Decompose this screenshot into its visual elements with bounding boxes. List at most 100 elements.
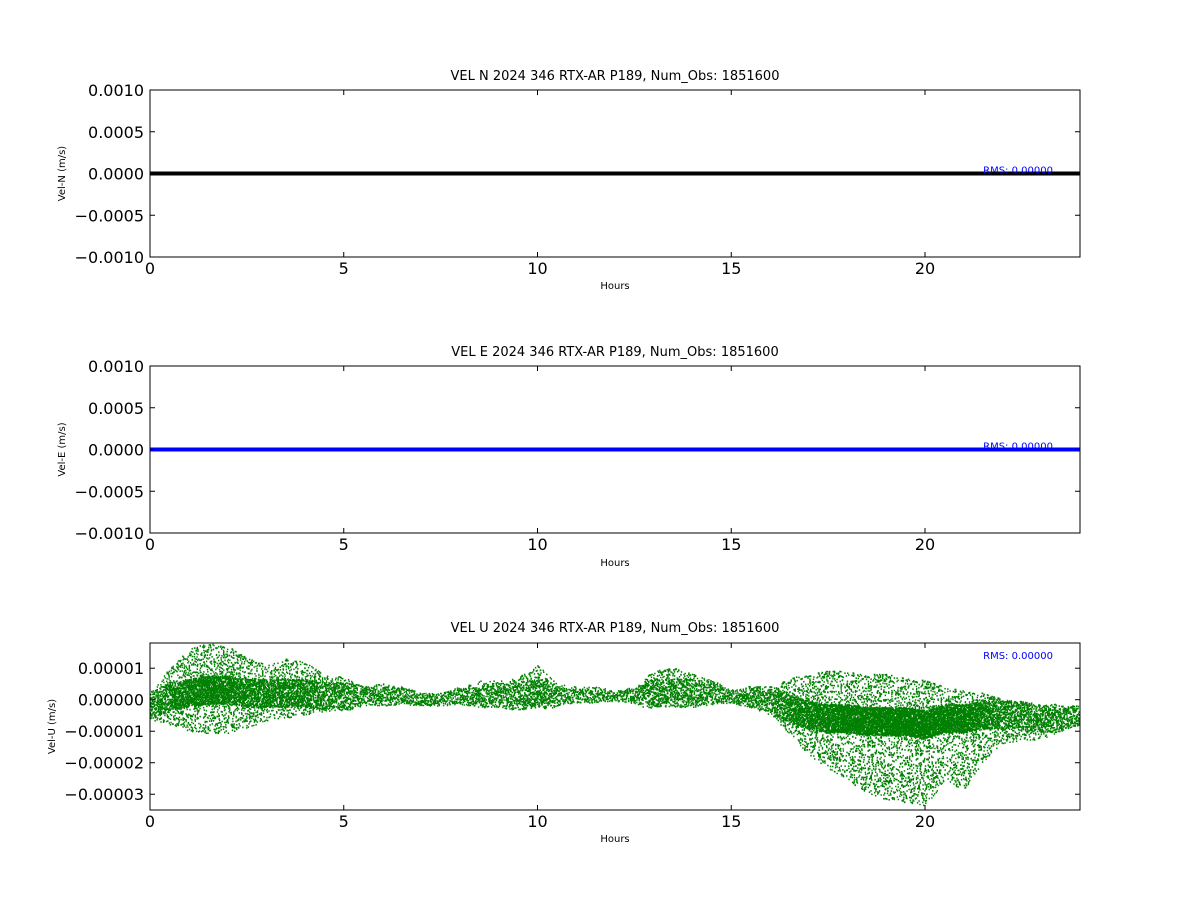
scatter-point-column	[951, 690, 954, 780]
scatter-point-column	[705, 679, 709, 707]
scatter-point-column	[674, 668, 678, 708]
scatter-point-column	[517, 679, 520, 711]
y-tick-label: 0.00000	[78, 691, 144, 710]
scatter-point-column	[656, 670, 659, 708]
scatter-point-column	[158, 687, 161, 721]
scatter-point-column	[997, 697, 1000, 745]
scatter-point-column	[616, 692, 619, 701]
scatter-point-column	[626, 688, 629, 697]
scatter-point-column	[603, 688, 606, 701]
scatter-point-column	[932, 682, 935, 797]
scatter-point-column	[456, 687, 459, 704]
scatter-point-column	[1020, 701, 1023, 738]
scatter-point-column	[800, 677, 804, 742]
scatter-point-column	[745, 687, 748, 703]
x-tick-label: 5	[339, 812, 349, 831]
scatter-point-column	[357, 684, 360, 707]
scatter-point-column	[464, 687, 467, 703]
scatter-point-column	[589, 690, 592, 704]
scatter-point-column	[583, 686, 586, 703]
scatter-point-column	[789, 682, 792, 733]
scatter-point-column	[566, 692, 570, 704]
x-tick-label: 0	[145, 259, 155, 278]
scatter-point-column	[759, 686, 762, 711]
scatter-point-column	[869, 678, 873, 792]
scatter-point-column	[574, 686, 577, 700]
scatter-point-column	[426, 694, 429, 706]
scatter-point-column	[1023, 703, 1026, 740]
scatter-point-column	[509, 681, 512, 707]
scatter-point-column	[950, 698, 953, 781]
x-axis-ticks: 0 5 10 15 20	[145, 643, 935, 831]
panel-vel-n: VEL N 2024 346 RTX-AR P189, Num_Obs: 185…	[57, 69, 1081, 292]
scatter-point-column	[907, 678, 910, 791]
scatter-point-column	[293, 660, 297, 709]
scatter-point-column	[741, 691, 744, 704]
scatter-point-column	[436, 693, 440, 707]
scatter-point-column	[968, 691, 971, 782]
scatter-point-column	[647, 675, 650, 709]
scatter-point-column	[830, 675, 834, 771]
scatter-point-column	[764, 686, 767, 712]
scatter-point-column	[1001, 700, 1004, 744]
scatter-point-column	[431, 692, 434, 705]
scatter-point-column	[271, 664, 275, 712]
scatter-point-column	[413, 690, 416, 706]
scatter-point-column	[295, 660, 298, 716]
scatter-point-column	[579, 688, 583, 704]
scatter-point-column	[394, 687, 397, 706]
scatter-point-column	[540, 678, 544, 706]
scatter-point-column	[270, 670, 273, 712]
scatter-point-column	[366, 686, 369, 703]
y-axis-label: Vel-E (m/s)	[57, 422, 68, 476]
scatter-point-column	[473, 687, 476, 707]
scatter-point-column	[331, 678, 334, 709]
scatter-point-column	[824, 672, 827, 764]
scatter-point-column	[607, 691, 610, 703]
scatter-point-column	[783, 681, 787, 729]
scatter-point-column	[483, 683, 486, 709]
scatter-point-column	[1030, 702, 1034, 734]
scatter-point-column	[761, 688, 764, 710]
scatter-point-column	[226, 648, 229, 723]
y-tick-label: 0.00001	[78, 659, 144, 678]
scatter-point-column	[435, 693, 438, 705]
scatter-point-column	[578, 688, 581, 704]
scatter-point-column	[505, 683, 508, 710]
scatter-point-column	[522, 677, 525, 711]
scatter-point-column	[694, 674, 697, 708]
scatter-point-column	[332, 683, 336, 709]
scatter-point-column	[586, 687, 589, 703]
scatter-point-column	[678, 676, 681, 708]
panel-title: VEL E 2024 346 RTX-AR P189, Num_Obs: 185…	[451, 345, 778, 360]
scatter-point-column	[621, 690, 624, 703]
scatter-point-column	[624, 690, 627, 703]
scatter-point-column	[201, 645, 204, 732]
scatter-point-column	[739, 688, 743, 707]
scatter-point-column	[638, 684, 641, 705]
scatter-point-column	[755, 686, 758, 708]
scatter-point-column	[306, 666, 310, 713]
x-tick-label: 20	[915, 259, 935, 278]
scatter-point-column	[310, 665, 314, 709]
rms-annotation: RMS: 0.00000	[983, 442, 1053, 453]
scatter-point-column	[585, 690, 588, 702]
scatter-point-column	[967, 692, 970, 786]
scatter-point-column	[419, 693, 423, 706]
scatter-point-column	[204, 645, 207, 734]
scatter-point-column	[696, 677, 700, 707]
scatter-point-column	[356, 684, 359, 706]
scatter-point-column	[863, 676, 866, 792]
scatter-point-column	[1063, 707, 1066, 727]
scatter-point-column	[717, 688, 720, 703]
scatter-point-column	[457, 687, 460, 704]
scatter-point-column	[195, 649, 198, 733]
scatter-point-column	[653, 672, 657, 707]
scatter-point-column	[553, 683, 557, 708]
scatter-point-column	[926, 680, 930, 788]
scatter-point-column	[469, 684, 472, 707]
scatter-point-column	[590, 690, 593, 704]
y-tick-label: −0.0010	[75, 248, 144, 267]
scatter-point-column	[247, 661, 250, 728]
scatter-point-column	[725, 689, 728, 705]
